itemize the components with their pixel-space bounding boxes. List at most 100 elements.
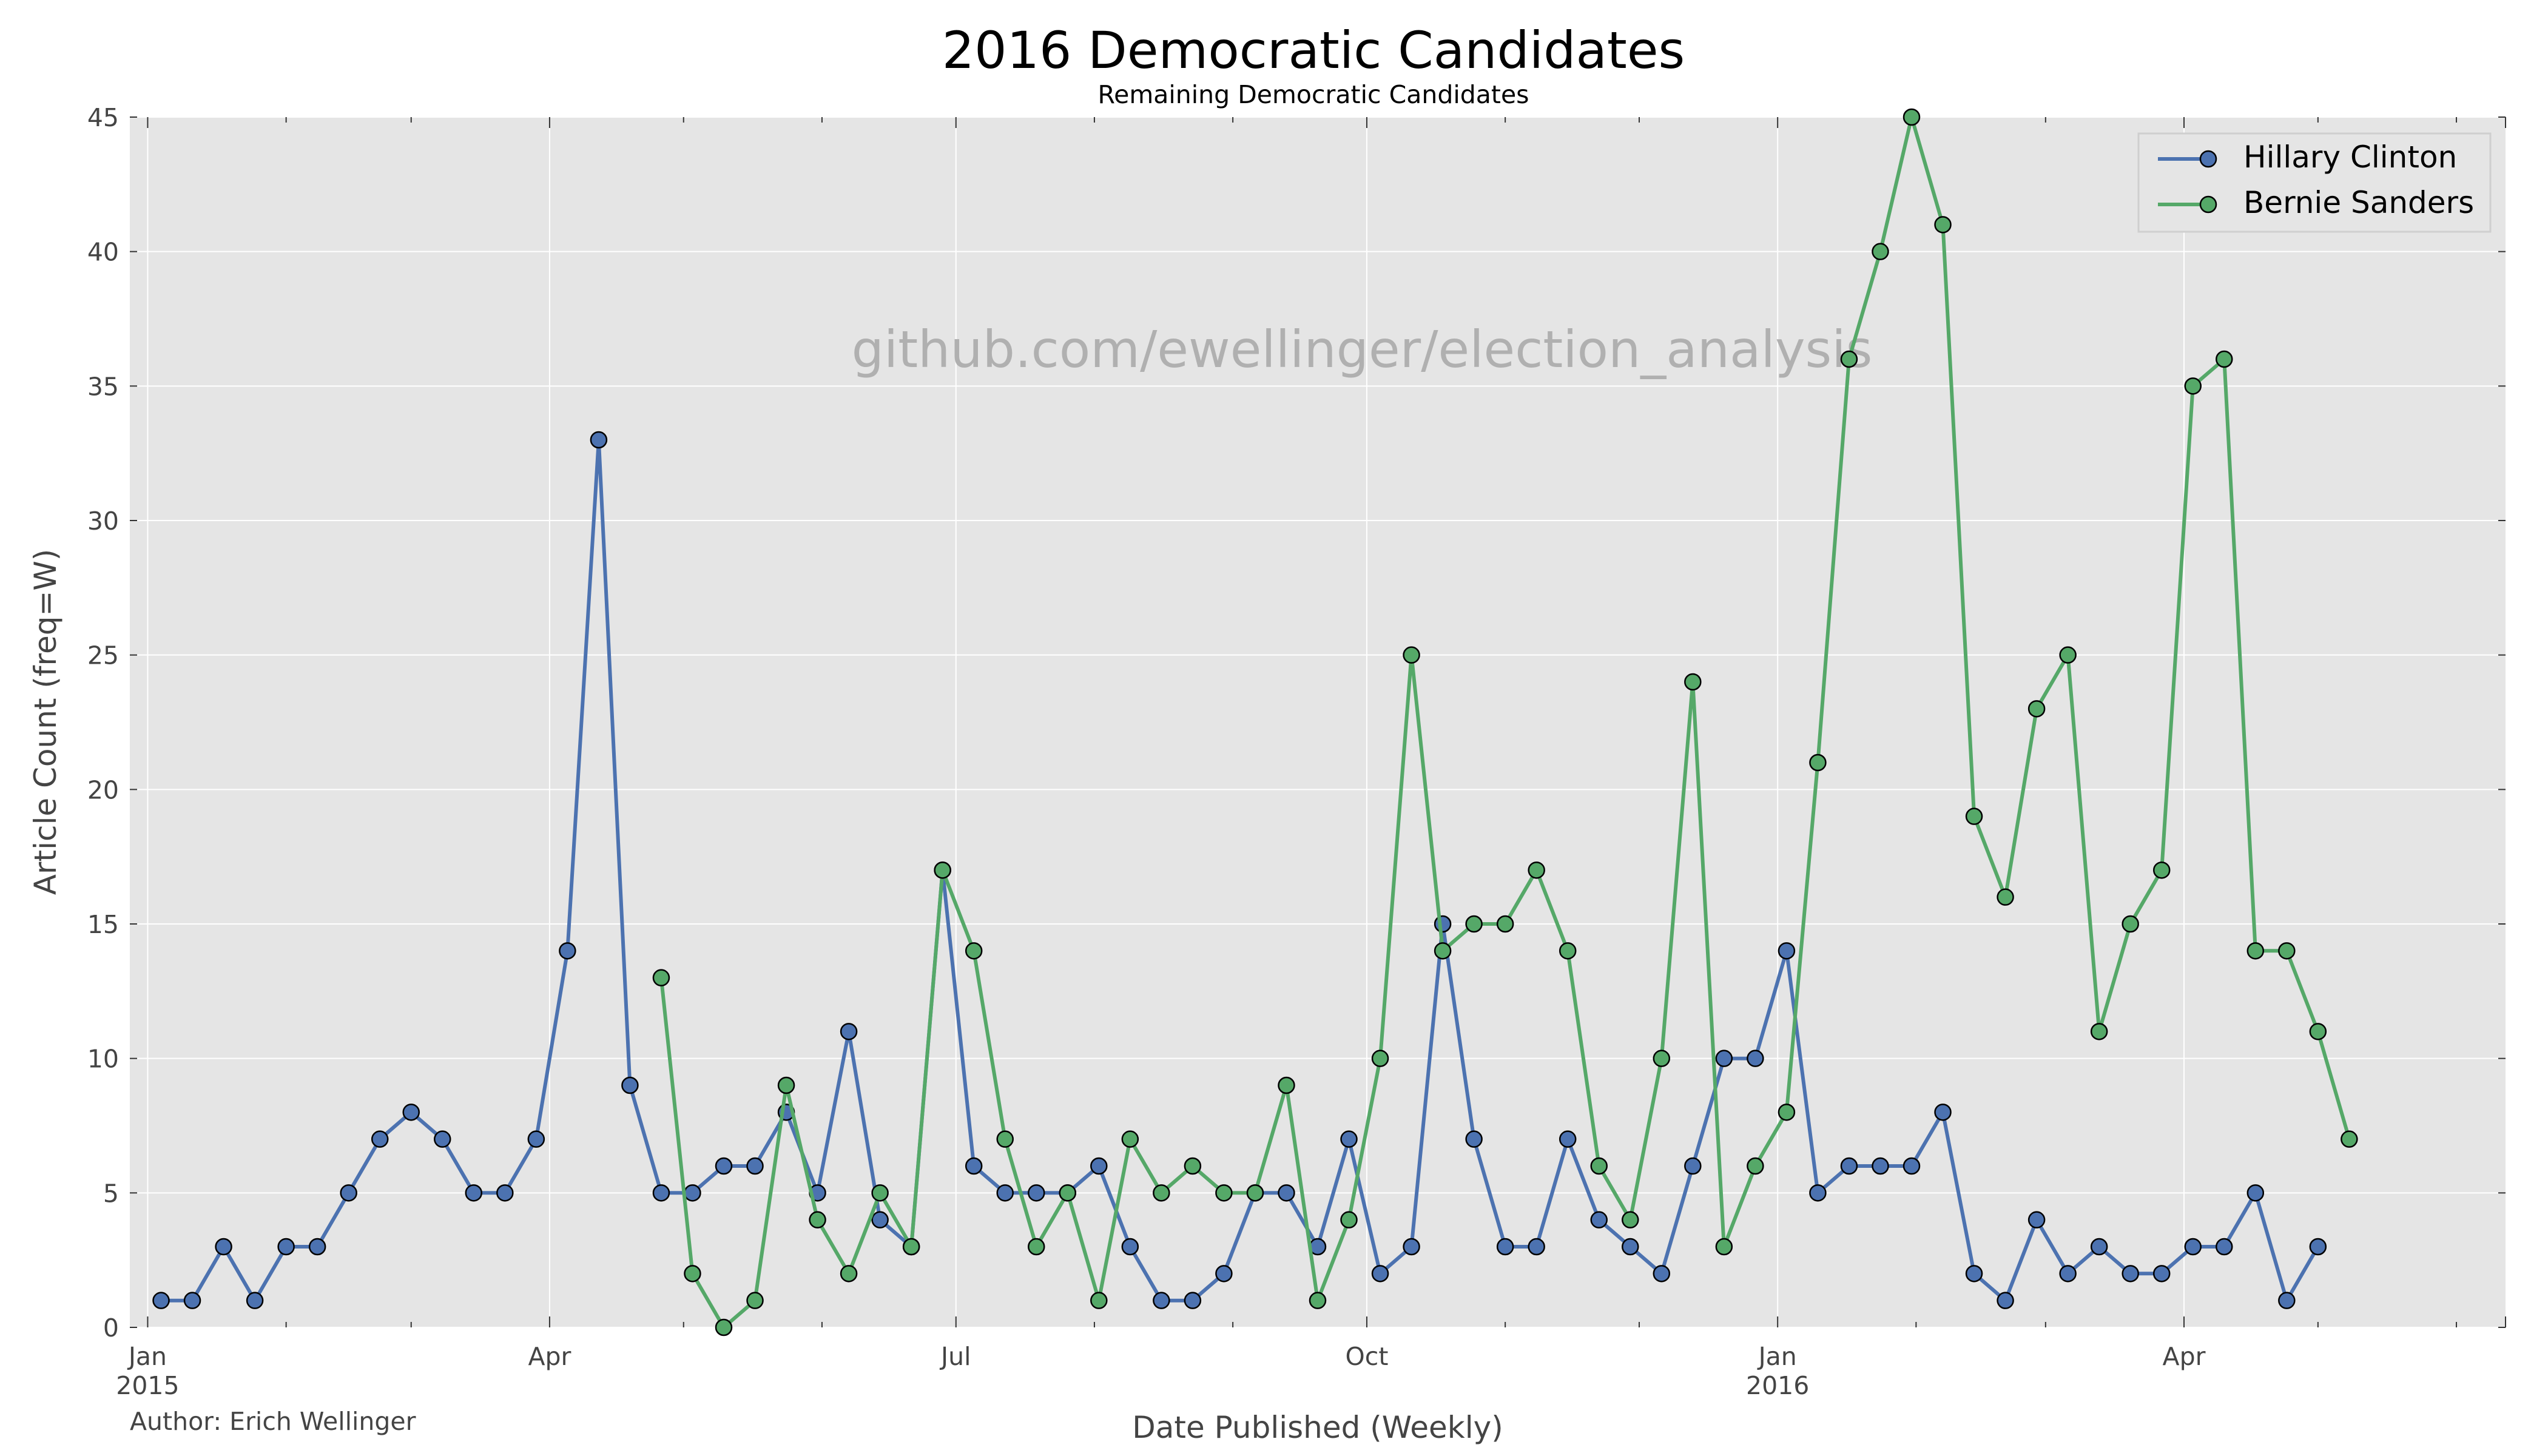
data-point-hillary-clinton (1184, 1292, 1202, 1309)
data-point-hillary-clinton (1371, 1265, 1389, 1282)
data-point-hillary-clinton (2216, 1238, 2233, 1256)
data-point-bernie-sanders (2122, 915, 2139, 933)
data-point-hillary-clinton (1090, 1157, 1108, 1175)
data-point-bernie-sanders (902, 1238, 920, 1256)
data-point-bernie-sanders (1653, 1050, 1671, 1067)
data-point-hillary-clinton (1622, 1238, 1639, 1256)
data-point-hillary-clinton (1809, 1184, 1827, 1202)
author-credit: Author: Erich Wellinger (130, 1407, 416, 1436)
data-point-bernie-sanders (2152, 861, 2171, 879)
data-point-hillary-clinton (1278, 1184, 1295, 1202)
data-point-hillary-clinton (371, 1130, 389, 1148)
data-point-hillary-clinton (1559, 1130, 1577, 1148)
data-point-hillary-clinton (152, 1292, 170, 1309)
data-point-bernie-sanders (1684, 673, 1702, 691)
y-tick-label: 20 (87, 775, 119, 804)
data-point-hillary-clinton (1528, 1238, 1545, 1256)
data-point-hillary-clinton (2246, 1184, 2265, 1202)
data-point-bernie-sanders (996, 1130, 1014, 1148)
data-point-bernie-sanders (1872, 243, 1889, 260)
data-point-bernie-sanders (1028, 1238, 1045, 1256)
data-point-hillary-clinton (2059, 1265, 2077, 1282)
x-tick-label: Jan (1757, 1342, 1797, 1371)
data-point-hillary-clinton (1778, 942, 1796, 960)
legend-marker (2199, 195, 2217, 214)
data-point-hillary-clinton (1965, 1265, 1983, 1282)
data-point-hillary-clinton (840, 1023, 858, 1040)
data-point-bernie-sanders (1434, 942, 1452, 960)
data-point-hillary-clinton (527, 1130, 545, 1148)
data-point-bernie-sanders (1246, 1184, 1264, 1202)
data-point-hillary-clinton (1997, 1292, 2014, 1309)
data-point-hillary-clinton (402, 1104, 420, 1121)
x-tick-label: Oct (1346, 1342, 1389, 1371)
x-axis-label: Date Published (Weekly) (1132, 1410, 1503, 1445)
data-point-hillary-clinton (340, 1184, 357, 1202)
legend-marker (2199, 150, 2217, 168)
data-point-hillary-clinton (1121, 1238, 1139, 1256)
data-point-bernie-sanders (1278, 1076, 1295, 1094)
data-point-hillary-clinton (1403, 1238, 1420, 1256)
y-tick-label: 0 (103, 1313, 119, 1343)
chart-subtitle: Remaining Democratic Candidates (1097, 80, 1529, 109)
data-point-hillary-clinton (308, 1238, 326, 1256)
data-point-bernie-sanders (965, 942, 983, 960)
legend-label: Bernie Sanders (2243, 185, 2474, 220)
data-point-hillary-clinton (2027, 1211, 2046, 1228)
data-point-hillary-clinton (1653, 1265, 1671, 1282)
data-point-bernie-sanders (934, 861, 951, 879)
y-tick-label: 35 (87, 372, 119, 401)
data-point-hillary-clinton (715, 1157, 733, 1175)
data-point-bernie-sanders (1496, 915, 1514, 933)
data-point-bernie-sanders (1371, 1050, 1389, 1067)
legend: Hillary Clinton Bernie Sanders (2137, 132, 2492, 233)
data-point-hillary-clinton (215, 1238, 232, 1256)
data-point-bernie-sanders (1309, 1292, 1327, 1309)
data-point-hillary-clinton (1215, 1265, 1233, 1282)
plot-area (130, 117, 2506, 1327)
x-tick-label: Jan (127, 1342, 167, 1371)
data-point-hillary-clinton (246, 1292, 264, 1309)
data-point-bernie-sanders (1121, 1130, 1139, 1148)
data-point-bernie-sanders (1465, 915, 1483, 933)
legend-item-hillary-clinton: Hillary Clinton (2158, 140, 2457, 175)
data-point-bernie-sanders (1747, 1157, 1764, 1175)
data-point-bernie-sanders (1090, 1292, 1108, 1309)
y-tick-label: 15 (87, 910, 119, 939)
data-point-hillary-clinton (1684, 1157, 1702, 1175)
data-point-bernie-sanders (1622, 1211, 1639, 1228)
data-point-bernie-sanders (1215, 1184, 1233, 1202)
data-point-hillary-clinton (746, 1157, 764, 1175)
data-point-bernie-sanders (652, 969, 670, 986)
data-point-hillary-clinton (1934, 1104, 1952, 1121)
data-point-hillary-clinton (2309, 1238, 2327, 1256)
data-point-hillary-clinton (621, 1076, 639, 1094)
data-point-hillary-clinton (1747, 1050, 1764, 1067)
legend-item-bernie-sanders: Bernie Sanders (2158, 185, 2474, 220)
data-point-hillary-clinton (996, 1184, 1014, 1202)
series-layer (152, 108, 2358, 1336)
data-point-bernie-sanders (2059, 646, 2077, 664)
y-tick-label: 25 (87, 641, 119, 670)
y-tick-label: 5 (103, 1179, 119, 1208)
data-point-bernie-sanders (1059, 1184, 1077, 1202)
data-point-bernie-sanders (809, 1211, 826, 1228)
data-point-bernie-sanders (1778, 1104, 1796, 1121)
data-point-bernie-sanders (746, 1292, 764, 1309)
data-point-hillary-clinton (1465, 1130, 1483, 1148)
x-tick-sublabel: 2015 (116, 1371, 179, 1400)
legend-box (2137, 132, 2492, 233)
data-point-bernie-sanders (1997, 888, 2014, 906)
chart-title: 2016 Democratic Candidates (942, 21, 1685, 80)
data-point-hillary-clinton (1340, 1130, 1358, 1148)
data-point-bernie-sanders (1903, 108, 1921, 126)
data-point-bernie-sanders (1559, 942, 1577, 960)
x-tick-label: Apr (2163, 1342, 2206, 1371)
data-point-hillary-clinton (1590, 1211, 1608, 1228)
data-point-hillary-clinton (434, 1130, 451, 1148)
data-point-hillary-clinton (559, 942, 576, 960)
data-point-hillary-clinton (1872, 1157, 1889, 1175)
data-point-hillary-clinton (2152, 1265, 2171, 1282)
data-point-hillary-clinton (2090, 1238, 2108, 1256)
